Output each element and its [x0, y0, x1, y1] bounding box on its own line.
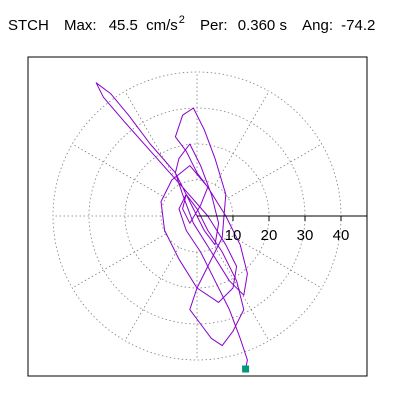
radial-axis: [197, 215, 367, 221]
max-unit-exponent: 2: [178, 14, 185, 26]
trace-series-0: [95, 82, 248, 370]
tick-label-20: 20: [261, 227, 278, 244]
plot-header: STCH Max: 45.5 cm/s2 Per: 0.360 s Ang: -…: [8, 14, 376, 36]
grid-spoke-30: [227, 143, 322, 199]
peak-marker: [242, 365, 250, 373]
grid-spoke-60: [214, 91, 270, 186]
max-unit: cm/s: [146, 17, 178, 34]
max-value: 45.5: [108, 17, 138, 34]
motion-trace: [95, 82, 248, 370]
max-label: Max:: [64, 17, 97, 34]
ang-label: Ang:: [302, 17, 333, 34]
grid-spoke-210: [72, 233, 167, 289]
radial-tick-labels: 10 20 30 40: [225, 227, 350, 244]
ang-value: -74.2: [341, 17, 376, 34]
grid-spoke-120: [124, 91, 180, 186]
per-label: Per:: [200, 17, 228, 34]
grid-spoke-240: [124, 246, 180, 341]
station-code: STCH: [8, 17, 49, 34]
peak-marker-square: [242, 365, 250, 373]
tick-label-40: 40: [333, 227, 350, 244]
tick-label-30: 30: [297, 227, 314, 244]
tick-label-10: 10: [225, 227, 242, 244]
per-value: 0.360 s: [237, 17, 287, 34]
